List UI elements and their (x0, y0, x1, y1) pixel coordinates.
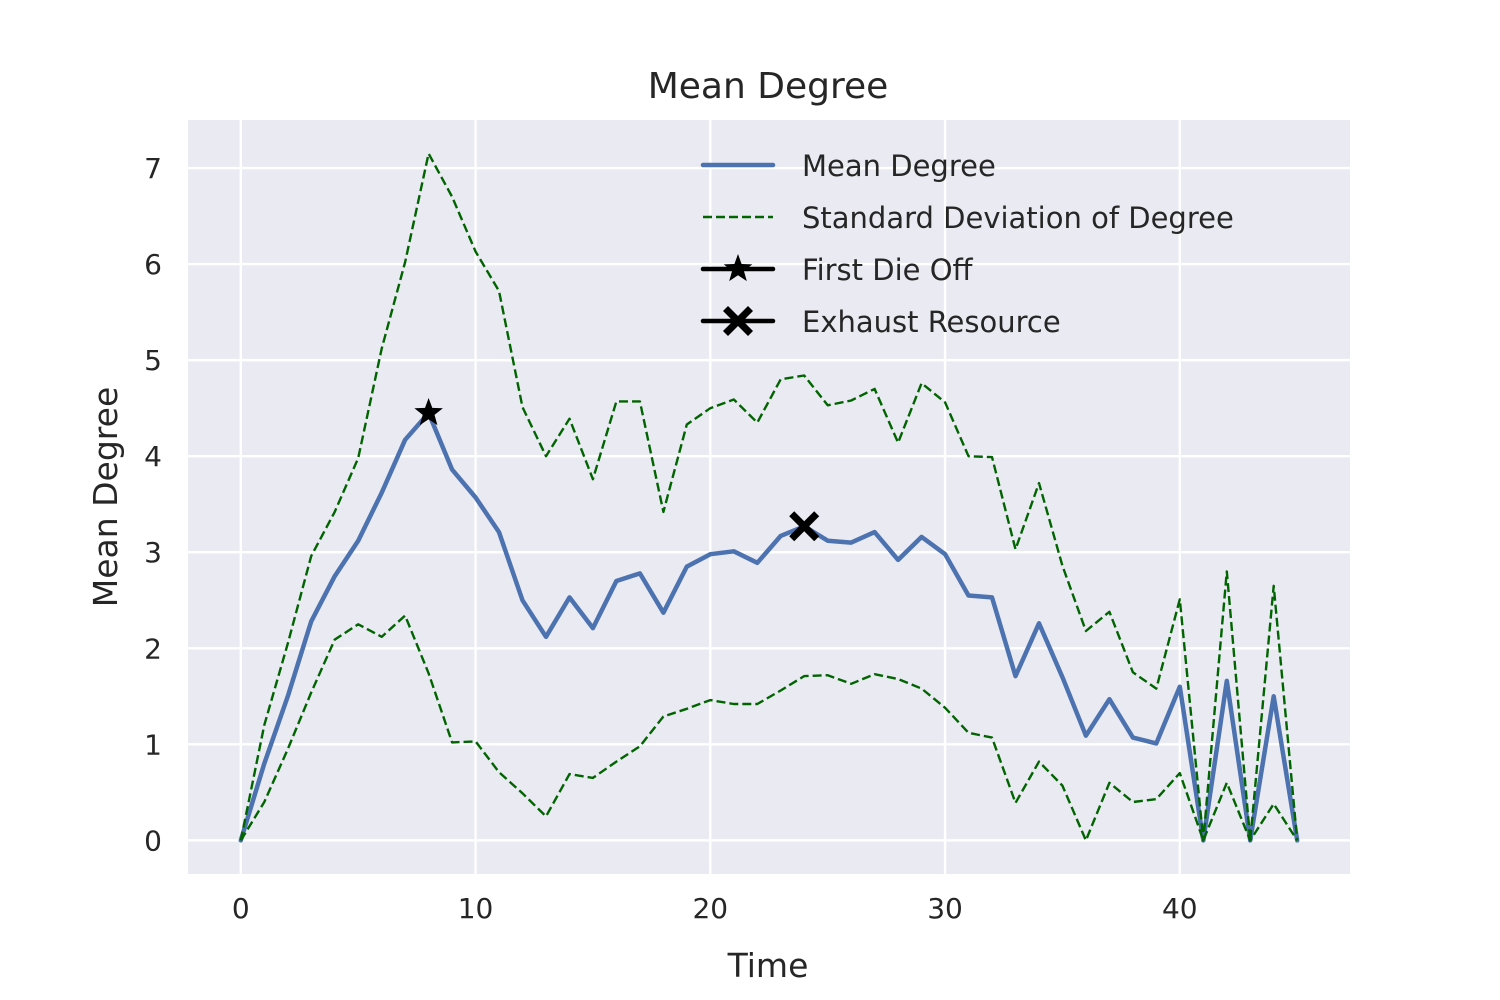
x-tick-label: 0 (232, 892, 250, 925)
y-axis-label: Mean Degree (86, 387, 125, 608)
x-tick-label: 40 (1162, 892, 1198, 925)
legend: Mean Degree Standard Deviation of Degree F… (700, 149, 1234, 339)
y-tick-label: 7 (144, 152, 162, 185)
exhaust-resource-x-marker (789, 511, 820, 542)
legend-star-icon (723, 254, 753, 282)
x-tick-label: 10 (458, 892, 494, 925)
x-tick-label: 30 (927, 892, 963, 925)
x-tick-label: 20 (692, 892, 728, 925)
x-axis-label: Time (727, 946, 809, 985)
event-markers (414, 398, 820, 542)
y-tick-labels: 0 1 2 3 4 5 6 7 (144, 152, 162, 857)
legend-label: First Die Off (802, 253, 974, 287)
y-tick-label: 3 (144, 536, 162, 569)
chart-title: Mean Degree (648, 66, 889, 107)
y-tick-label: 5 (144, 344, 162, 377)
y-tick-label: 4 (144, 440, 162, 473)
first-die-off-star-marker (414, 398, 443, 426)
x-tick-labels: 0 10 20 30 40 (232, 892, 1198, 925)
y-tick-label: 2 (144, 632, 162, 665)
legend-x-icon (723, 306, 753, 336)
y-tick-label: 1 (144, 728, 162, 761)
y-tick-label: 6 (144, 248, 162, 281)
legend-label: Exhaust Resource (802, 305, 1061, 339)
std-lower-line (239, 614, 1299, 842)
legend-label: Mean Degree (802, 149, 996, 183)
mean-degree-line (238, 410, 1300, 843)
std-upper-line (239, 152, 1299, 842)
series-lines (238, 152, 1300, 843)
legend-label: Standard Deviation of Degree (802, 201, 1234, 235)
y-tick-label: 0 (144, 824, 162, 857)
